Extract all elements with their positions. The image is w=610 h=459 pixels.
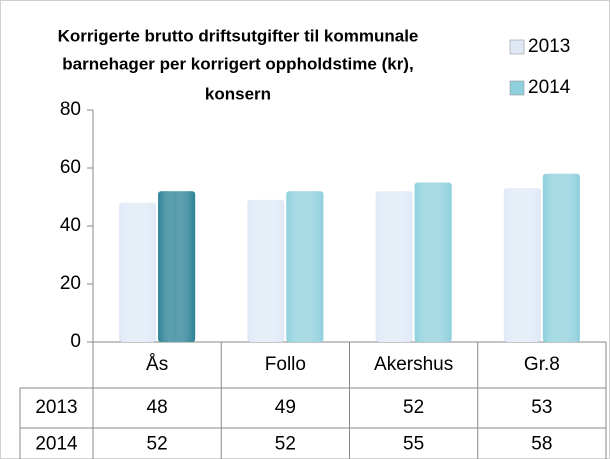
legend-label: 2014 bbox=[528, 77, 571, 98]
table-value: 58 bbox=[531, 434, 552, 455]
x-tick-label: Follo bbox=[265, 354, 306, 375]
table-value: 52 bbox=[147, 434, 168, 455]
chart-title: konsern bbox=[205, 84, 271, 103]
bar-shading bbox=[414, 182, 452, 342]
x-tick-label: Gr.8 bbox=[524, 354, 560, 375]
y-tick-label: 0 bbox=[70, 331, 81, 352]
legend-swatch bbox=[509, 39, 525, 55]
y-tick-label: 20 bbox=[60, 273, 81, 294]
chart-title: Korrigerte brutto driftsutgifter til kom… bbox=[58, 26, 419, 45]
bar-shading bbox=[119, 202, 157, 342]
x-tick-label: Akershus bbox=[374, 354, 453, 375]
table-value: 49 bbox=[275, 397, 296, 418]
table-value: 52 bbox=[275, 434, 296, 455]
bar-shading bbox=[158, 191, 196, 342]
table-value: 52 bbox=[403, 397, 424, 418]
bar-shading bbox=[375, 191, 413, 342]
y-tick-label: 80 bbox=[60, 99, 81, 120]
bar-shading bbox=[542, 173, 580, 342]
y-tick-label: 60 bbox=[60, 157, 81, 178]
chart-title: barnehager per korrigert oppholdstime (k… bbox=[62, 54, 413, 73]
y-tick-label: 40 bbox=[60, 215, 81, 236]
bar-shading bbox=[286, 191, 324, 342]
table-row-label: 2013 bbox=[35, 397, 77, 418]
legend-label: 2013 bbox=[528, 36, 570, 57]
table-row-label: 2014 bbox=[35, 434, 78, 455]
table-value: 55 bbox=[403, 434, 424, 455]
legend-swatch bbox=[509, 80, 525, 96]
bar-shading bbox=[247, 199, 285, 342]
bar-shading bbox=[503, 188, 541, 342]
table-value: 48 bbox=[147, 397, 168, 418]
x-tick-label: Ås bbox=[146, 354, 168, 375]
table-value: 53 bbox=[531, 397, 552, 418]
